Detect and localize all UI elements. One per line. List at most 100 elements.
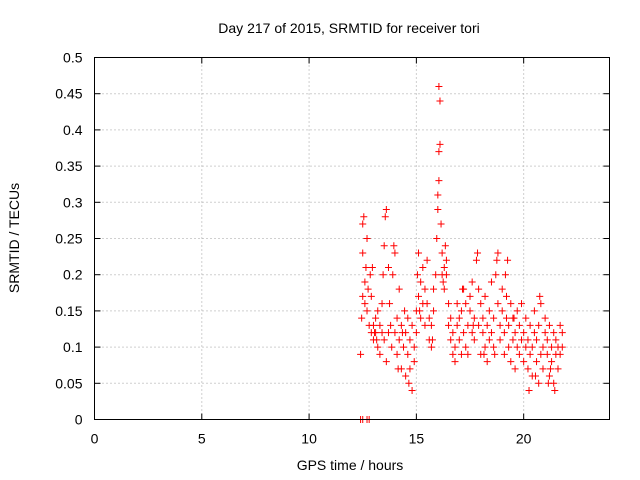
data-point-plus — [511, 365, 519, 373]
data-point-plus — [457, 350, 465, 358]
data-point-plus — [445, 300, 453, 308]
data-point-plus — [536, 292, 544, 300]
data-point-plus — [530, 329, 538, 337]
data-point-plus — [369, 321, 377, 329]
data-point-plus — [530, 307, 538, 315]
y-tick-label: 0 — [75, 412, 83, 428]
data-point-plus — [539, 343, 547, 351]
data-point-plus — [451, 358, 459, 366]
data-point-plus — [447, 336, 455, 344]
data-point-plus — [390, 242, 398, 250]
data-point-plus — [410, 358, 418, 366]
data-point-plus — [394, 365, 402, 373]
data-point-plus — [528, 343, 536, 351]
x-tick-labels: 0 5 10 15 20 — [91, 431, 532, 447]
data-point-plus — [382, 358, 390, 366]
data-point-plus — [531, 372, 539, 380]
data-point-plus — [401, 307, 409, 315]
x-tick-label: 15 — [409, 431, 425, 447]
data-point-plus — [421, 285, 429, 293]
data-point-plus — [404, 350, 412, 358]
data-point-plus — [477, 300, 485, 308]
data-point-plus — [425, 314, 433, 322]
data-point-plus — [503, 292, 510, 300]
data-point-plus — [520, 358, 528, 366]
data-point-plus — [404, 314, 412, 322]
data-point-plus — [524, 365, 532, 373]
x-tick-label: 0 — [91, 431, 99, 447]
data-point-plus — [545, 321, 553, 329]
data-point-plus — [439, 278, 447, 286]
axis-ticks — [94, 57, 610, 420]
data-point-plus — [556, 321, 564, 329]
data-point-plus — [501, 271, 509, 279]
data-point-plus — [368, 263, 376, 271]
y-tick-label: 0.2 — [63, 267, 83, 283]
data-point-plus — [436, 97, 444, 105]
data-point-plus — [479, 329, 487, 337]
data-point-plus — [433, 235, 441, 242]
y-tick-label: 0.45 — [55, 86, 82, 102]
data-point-plus — [395, 285, 403, 293]
data-point-plus — [453, 300, 461, 308]
data-point-plus — [387, 321, 395, 329]
data-point-plus — [359, 220, 367, 228]
data-point-plus — [440, 263, 448, 271]
data-point-plus — [435, 177, 443, 185]
data-point-plus — [442, 256, 450, 264]
data-point-plus — [487, 329, 495, 337]
data-point-plus — [359, 292, 367, 300]
data-point-plus — [373, 336, 381, 344]
data-point-plus — [400, 343, 407, 351]
y-tick-label: 0.35 — [55, 158, 82, 174]
data-point-plus — [493, 256, 501, 264]
data-point-plus — [372, 314, 380, 322]
data-point-plus — [539, 365, 547, 373]
y-tick-label: 0.25 — [55, 231, 82, 247]
data-point-plus — [445, 321, 453, 329]
data-point-plus — [451, 343, 459, 351]
data-point-plus — [441, 242, 449, 250]
data-point-plus — [492, 271, 500, 279]
data-point-plus — [515, 350, 523, 358]
data-point-plus — [408, 387, 416, 395]
data-point-plus — [437, 220, 445, 228]
data-point-plus — [507, 300, 515, 308]
data-point-plus — [423, 300, 431, 308]
data-point-plus — [367, 329, 375, 337]
data-point-plus — [487, 278, 495, 286]
chart-title: Day 217 of 2015, SRMTID for receiver tor… — [218, 20, 479, 36]
data-point-plus — [376, 350, 384, 358]
data-point-plus — [380, 242, 388, 250]
data-point-plus — [384, 263, 392, 271]
data-point-plus — [544, 379, 552, 387]
data-point-plus — [550, 329, 558, 337]
data-points — [357, 82, 566, 423]
data-point-plus — [470, 336, 478, 344]
data-point-plus — [408, 321, 416, 329]
data-point-plus — [470, 314, 478, 322]
data-point-plus — [546, 365, 554, 373]
data-point-plus — [359, 249, 367, 257]
data-point-plus — [459, 285, 467, 293]
data-point-plus — [483, 321, 491, 329]
data-point-plus — [513, 343, 521, 351]
data-point-plus — [500, 350, 508, 358]
y-tick-label: 0.4 — [63, 122, 83, 138]
data-point-plus — [435, 82, 443, 90]
data-point-plus — [416, 307, 424, 315]
y-tick-labels: 0 0.05 0.1 0.15 0.2 0.25 0.3 0.35 0.4 0.45 0.5 — [55, 50, 82, 428]
y-tick-label: 0.1 — [63, 339, 83, 355]
data-point-plus — [378, 329, 386, 337]
data-point-plus — [364, 285, 372, 293]
data-point-plus — [481, 292, 489, 300]
data-point-plus — [537, 350, 545, 358]
data-point-plus — [460, 329, 468, 337]
data-point-plus — [457, 307, 465, 315]
data-point-plus — [388, 343, 396, 351]
data-point-plus — [510, 314, 518, 322]
data-point-plus — [455, 336, 463, 344]
grid-lines — [94, 57, 610, 420]
data-point-plus — [428, 336, 436, 344]
